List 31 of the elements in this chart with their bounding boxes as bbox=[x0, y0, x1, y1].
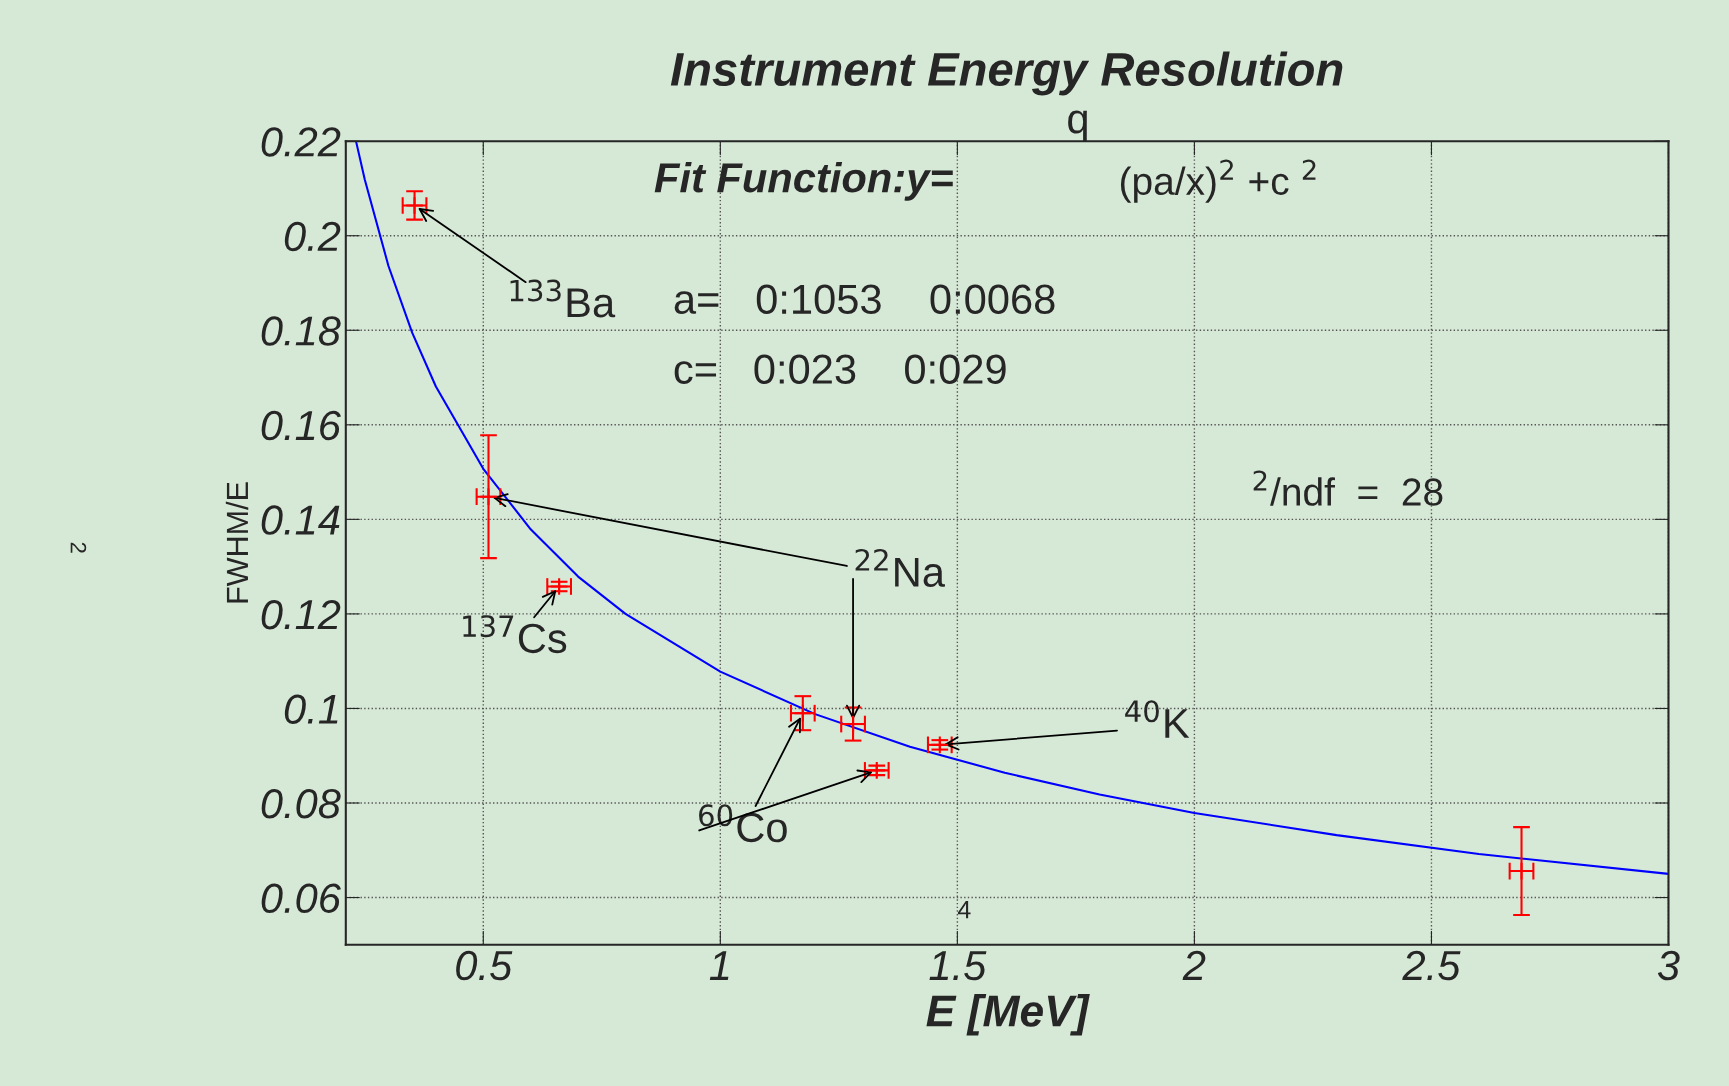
annotation: q bbox=[1068, 110, 1087, 142]
y-tick-label: 0.12 bbox=[261, 599, 341, 630]
annotation: Fit Function:y= bbox=[654, 161, 953, 201]
y-tick-label: 0.2 bbox=[284, 221, 341, 252]
text: 2 bbox=[70, 542, 87, 553]
y-tick-label: 0.1 bbox=[284, 694, 338, 724]
x-axis-title: E [MeV] bbox=[926, 994, 1090, 1036]
y-tick-label: 0.18 bbox=[261, 316, 341, 346]
y-tick-label: 0.16 bbox=[261, 410, 341, 441]
annotation: c= 0:023 0:029 bbox=[674, 354, 1006, 384]
x-tick-label: 2 bbox=[1182, 950, 1206, 980]
x-tick-label: 1.5 bbox=[929, 951, 987, 981]
annotation: $^{22}$Na bbox=[855, 548, 945, 587]
chart-title: Instrument Energy Resolution bbox=[670, 51, 1343, 96]
annotation: $^{40}$K bbox=[1125, 700, 1190, 738]
y-tick-label: 0.22 bbox=[261, 127, 341, 157]
annotation: 4 bbox=[957, 900, 971, 919]
annotation: $^{60}$Co bbox=[699, 804, 787, 843]
x-tick-label: 3 bbox=[1657, 950, 1680, 981]
annotation: (pa/x)$^{2}$ +c $^{2}$ bbox=[1120, 159, 1316, 203]
x-tick-label: 2.5 bbox=[1402, 950, 1461, 981]
annotation: $^{133}$Ba bbox=[510, 279, 616, 318]
x-tick-label: 1 bbox=[709, 951, 729, 980]
annotation: $^{2}$/ndf = 28 bbox=[1253, 470, 1443, 506]
y-tick-label: 0.06 bbox=[261, 883, 341, 914]
annotation: a= 0:1053 0:0068 bbox=[674, 284, 1055, 315]
y-axis-title: FWHM/E bbox=[225, 482, 249, 603]
y-tick-label: 0.14 bbox=[261, 505, 340, 535]
y-tick-label: 0.08 bbox=[261, 789, 341, 819]
x-tick-label: 0.5 bbox=[456, 950, 513, 981]
annotation: $^{137}$Cs bbox=[463, 615, 567, 654]
